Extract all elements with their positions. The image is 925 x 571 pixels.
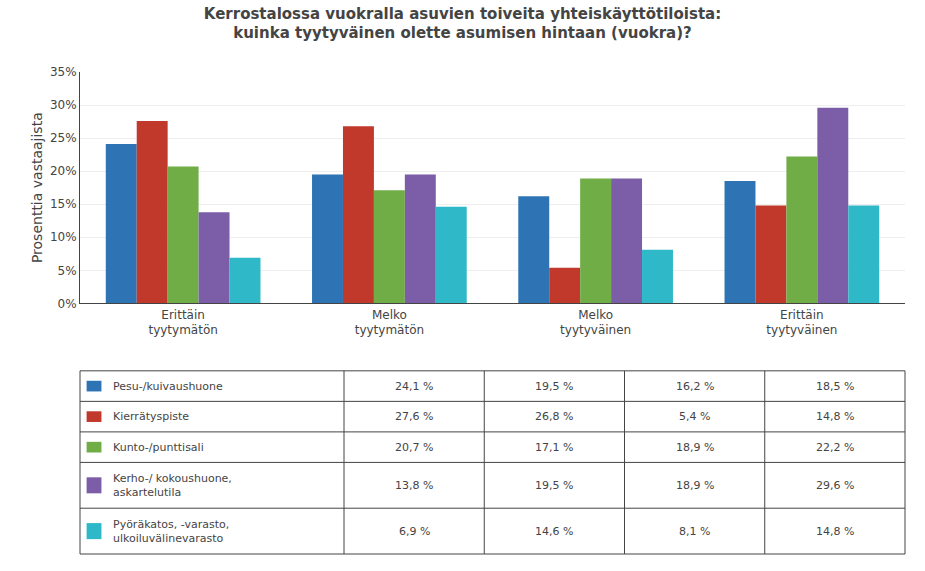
svg-text:Pesu-/kuivaushuone: Pesu-/kuivaushuone <box>113 380 223 393</box>
svg-text:Melkotyytymätön: Melkotyytymätön <box>355 308 424 338</box>
svg-text:Pyöräkatos, -varasto,ulkoiluvä: Pyöräkatos, -varasto,ulkoiluvälinevarast… <box>113 518 229 545</box>
svg-text:26,8 %: 26,8 % <box>535 410 573 423</box>
svg-text:20%: 20% <box>50 164 77 178</box>
svg-text:Kierrätyspiste: Kierrätyspiste <box>113 410 189 423</box>
svg-text:29,6 %: 29,6 % <box>816 479 854 492</box>
svg-text:17,1 %: 17,1 % <box>535 441 573 454</box>
svg-text:27,6 %: 27,6 % <box>395 410 433 423</box>
svg-text:10%: 10% <box>50 230 77 244</box>
svg-text:14,6 %: 14,6 % <box>535 525 573 538</box>
svg-text:19,5 %: 19,5 % <box>535 380 573 393</box>
svg-text:Prosenttia vastaajista: Prosenttia vastaajista <box>29 112 45 263</box>
svg-text:Kerho-/ kokoushuone,askartelut: Kerho-/ kokoushuone,askartelutila <box>113 472 232 499</box>
svg-text:Erittäintyytymätön: Erittäintyytymätön <box>148 308 217 338</box>
svg-text:6,9 %: 6,9 % <box>399 525 430 538</box>
svg-text:15%: 15% <box>50 197 77 211</box>
svg-text:Melkotyytyväinen: Melkotyytyväinen <box>560 308 631 338</box>
svg-text:5%: 5% <box>58 264 77 278</box>
svg-text:5,4 %: 5,4 % <box>679 410 710 423</box>
svg-text:19,5 %: 19,5 % <box>535 479 573 492</box>
svg-text:Erittäintyytyväinen: Erittäintyytyväinen <box>766 308 837 338</box>
svg-text:18,9 %: 18,9 % <box>676 441 714 454</box>
svg-text:8,1 %: 8,1 % <box>679 525 710 538</box>
svg-text:Kerrostalossa vuokralla asuvie: Kerrostalossa vuokralla asuvien toiveita… <box>204 5 721 43</box>
svg-text:14,8 %: 14,8 % <box>816 525 854 538</box>
svg-text:25%: 25% <box>50 131 77 145</box>
svg-text:13,8 %: 13,8 % <box>395 479 433 492</box>
svg-text:20,7 %: 20,7 % <box>395 441 433 454</box>
svg-text:24,1 %: 24,1 % <box>395 380 433 393</box>
svg-text:22,2 %: 22,2 % <box>816 441 854 454</box>
svg-text:35%: 35% <box>50 65 77 79</box>
svg-text:0%: 0% <box>58 297 77 311</box>
svg-text:30%: 30% <box>50 98 77 112</box>
svg-text:14,8 %: 14,8 % <box>816 410 854 423</box>
svg-text:18,9 %: 18,9 % <box>676 479 714 492</box>
svg-text:18,5 %: 18,5 % <box>816 380 854 393</box>
svg-text:16,2 %: 16,2 % <box>676 380 714 393</box>
svg-text:Kunto-/punttisali: Kunto-/punttisali <box>113 441 204 454</box>
